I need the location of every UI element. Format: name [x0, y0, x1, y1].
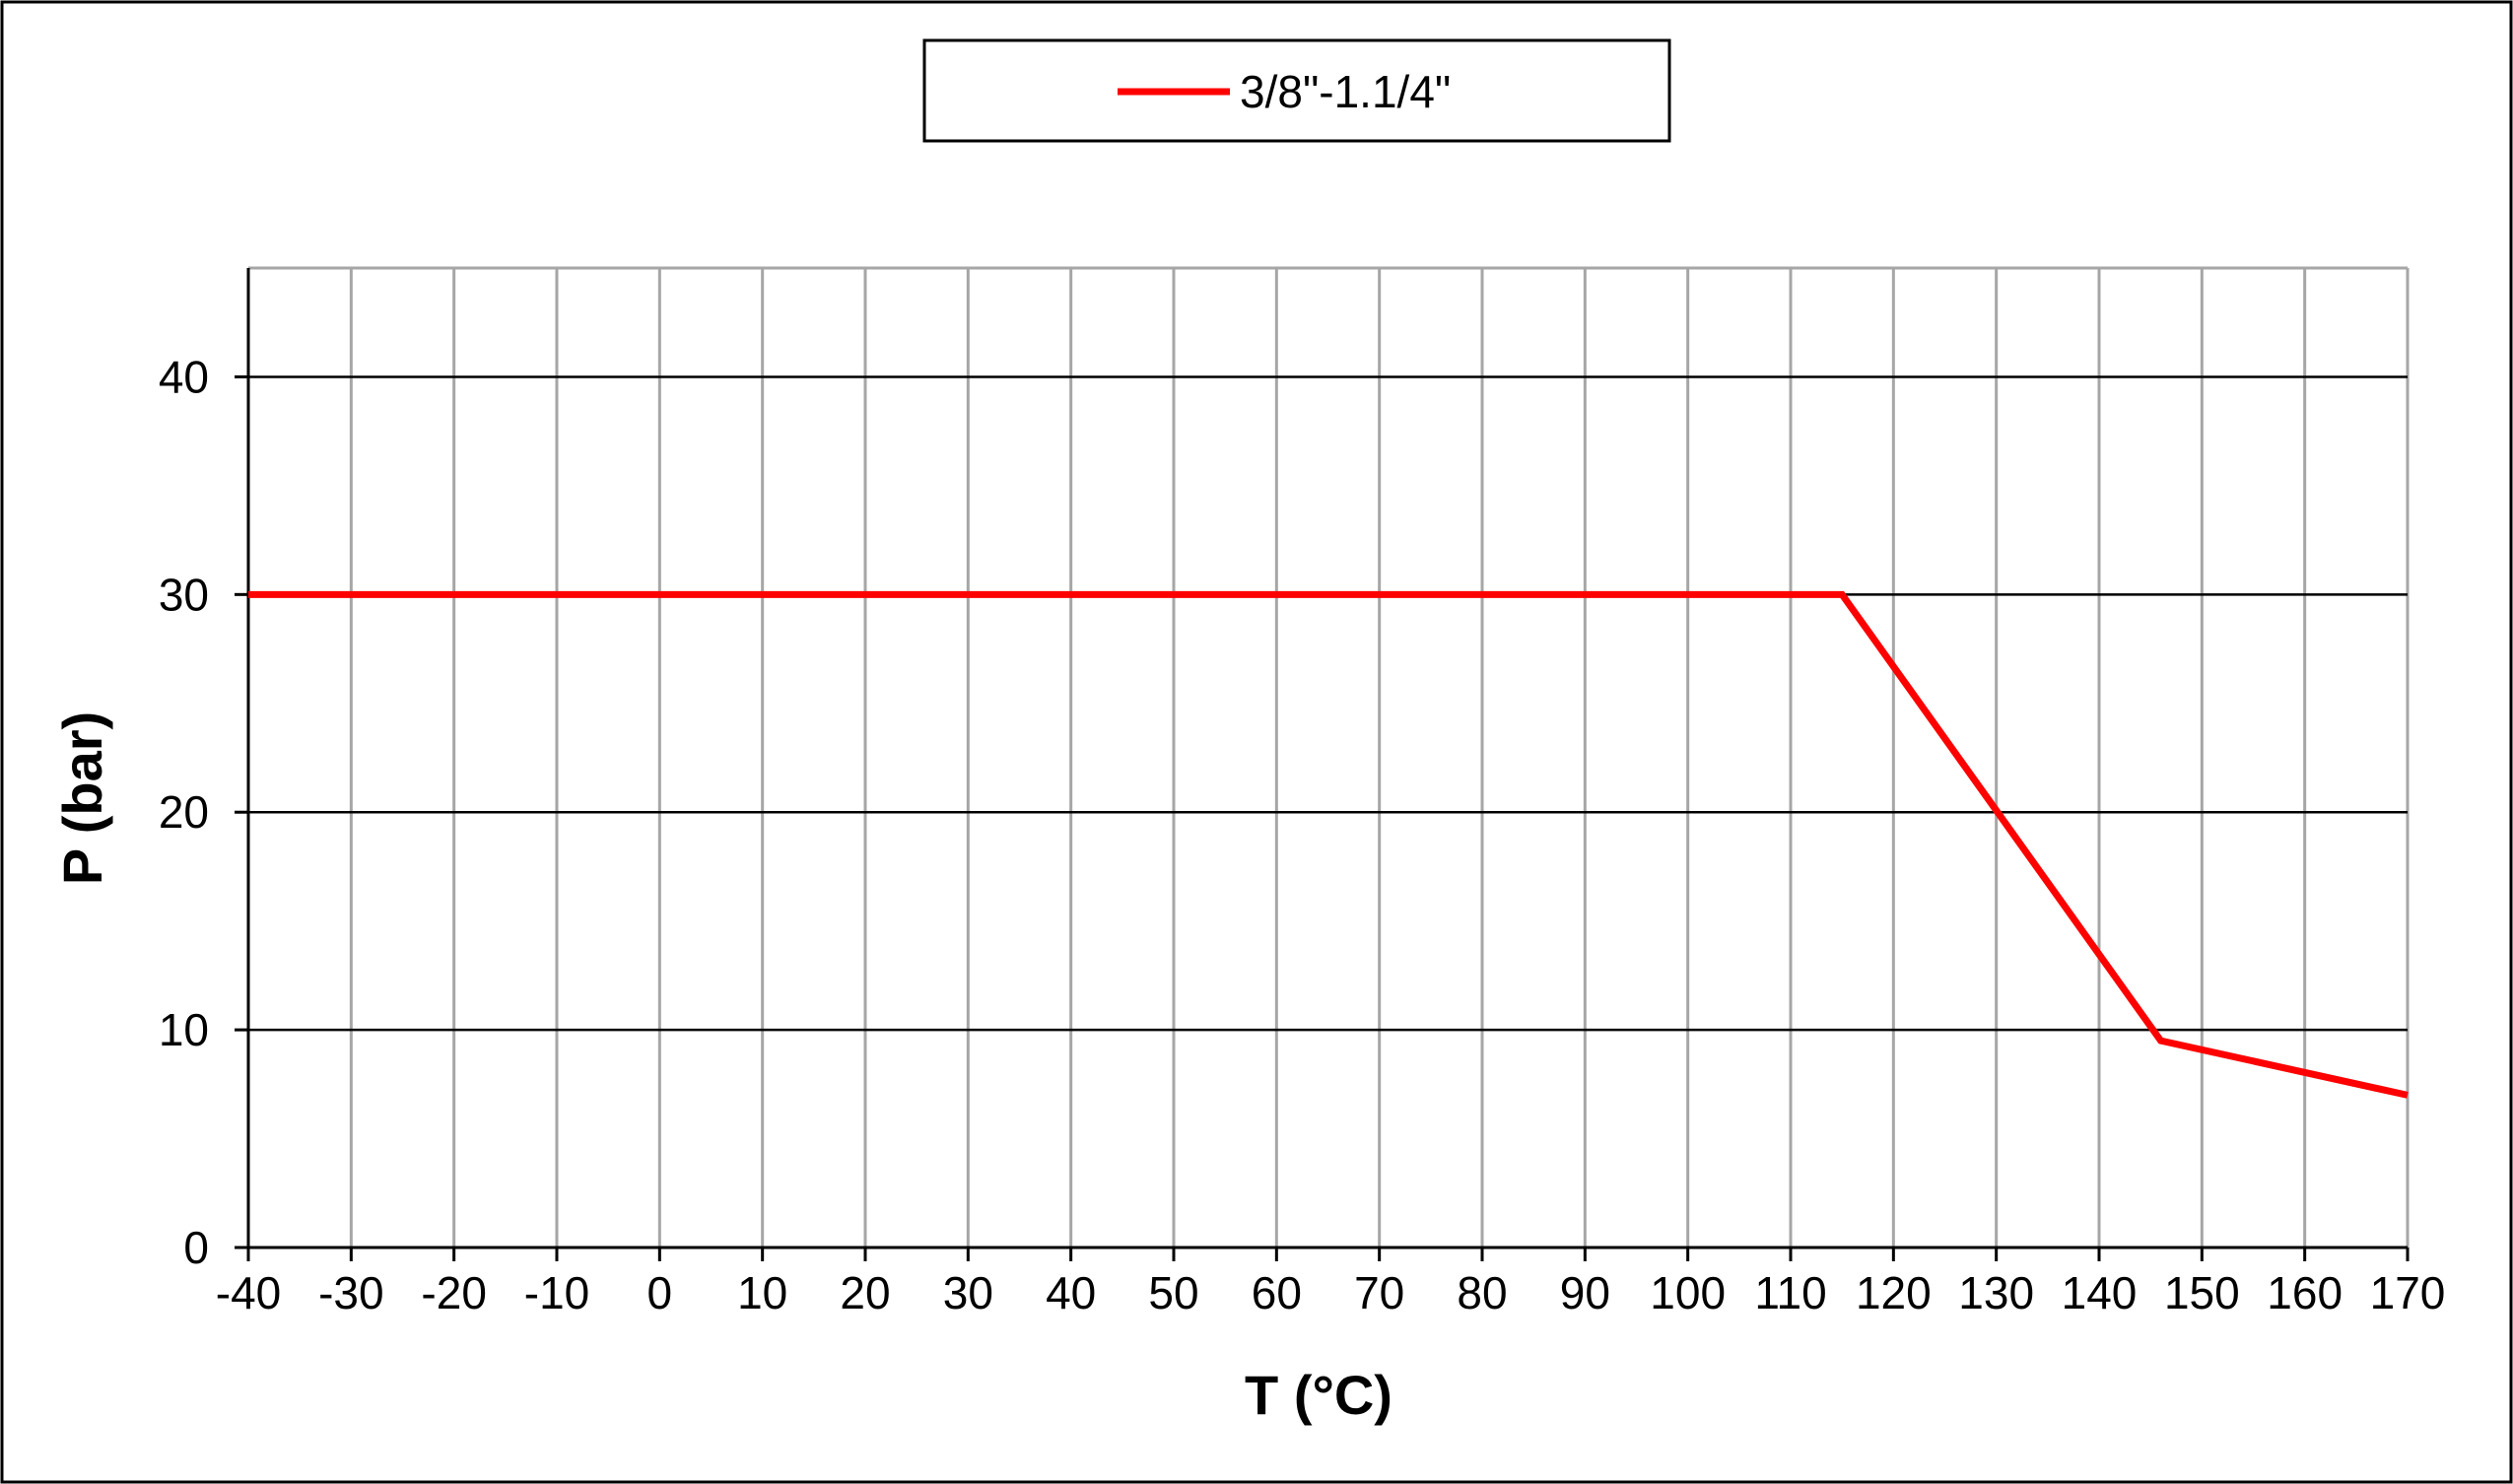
x-tick-label: 20: [840, 1267, 890, 1318]
x-tick-label: -30: [318, 1267, 383, 1318]
y-tick-label: 10: [159, 1004, 209, 1055]
series-line: [248, 590, 2409, 1099]
x-tick-label: 150: [2164, 1267, 2240, 1318]
x-tick-label: 0: [647, 1267, 673, 1318]
axis-layer: [235, 268, 2410, 1261]
x-tick-label: 120: [1856, 1267, 1932, 1318]
y-tick-label: 0: [183, 1222, 209, 1273]
y-axis-title: P (bar): [51, 711, 113, 885]
x-tick-label: -40: [216, 1267, 281, 1318]
x-tick-label: 50: [1148, 1267, 1198, 1318]
x-tick-label: -10: [524, 1267, 589, 1318]
x-tick-label: 10: [737, 1267, 787, 1318]
x-tick-label: 80: [1457, 1267, 1507, 1318]
x-tick-label: 40: [1046, 1267, 1096, 1318]
x-tick-label: 90: [1560, 1267, 1610, 1318]
y-tick-label: 30: [159, 569, 209, 620]
x-axis-title: T (°C): [1245, 1364, 1392, 1426]
x-tick-label: 160: [2267, 1267, 2343, 1318]
legend-box: [922, 38, 1671, 143]
x-tick-label: 30: [943, 1267, 993, 1318]
x-tick-label: 140: [2062, 1267, 2138, 1318]
y-tick-label: 40: [159, 351, 209, 402]
x-tick-label: 100: [1650, 1267, 1726, 1318]
x-tick-label: 70: [1354, 1267, 1404, 1318]
legend-series-label: 3/8"-1.1/4": [1240, 66, 1451, 117]
x-tick-label: 110: [1754, 1267, 1826, 1318]
x-tick-label: 170: [2370, 1267, 2446, 1318]
y-tick-label: 20: [159, 786, 209, 838]
x-tick-label: 130: [1958, 1267, 2034, 1318]
series-layer: [248, 590, 2409, 1099]
x-tick-label: -20: [421, 1267, 486, 1318]
x-tick-label: 60: [1252, 1267, 1302, 1318]
legend: 3/8"-1.1/4": [922, 38, 1671, 143]
tick-label-layer: -40 -30 -20 -10 0 10 20 30 40 50 60 70 80 90 100 110 120…: [159, 351, 2446, 1318]
